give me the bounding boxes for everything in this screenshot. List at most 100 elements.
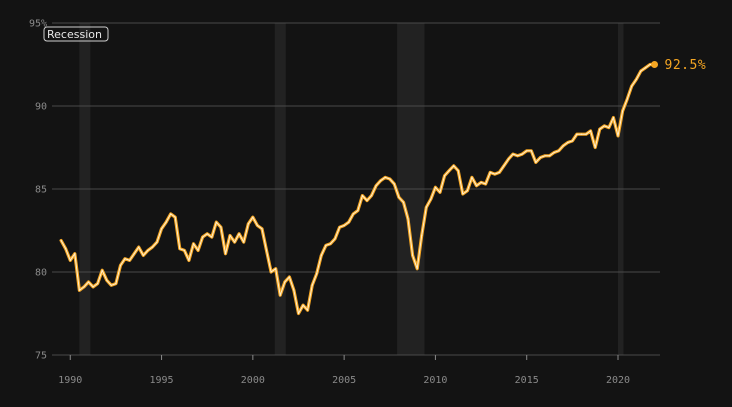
data-point — [288, 276, 290, 278]
data-point — [617, 135, 619, 137]
data-point — [352, 213, 354, 215]
data-point — [407, 218, 409, 220]
x-tick-label-2000: 2000 — [241, 375, 265, 386]
data-point — [279, 294, 281, 296]
data-point — [192, 243, 195, 245]
data-point — [156, 241, 158, 243]
data-point — [512, 153, 514, 155]
data-point — [475, 185, 478, 187]
data-point — [361, 195, 363, 197]
data-point — [580, 133, 583, 135]
data-point — [571, 140, 573, 142]
data-point — [338, 226, 341, 228]
x-tick-label-1990: 1990 — [58, 375, 82, 386]
data-point — [97, 283, 99, 285]
data-point — [558, 150, 560, 152]
y-tick-label-80: 80 — [35, 268, 47, 279]
data-point — [434, 186, 437, 188]
data-point — [142, 254, 144, 256]
data-point — [416, 268, 418, 270]
data-point — [471, 176, 473, 178]
data-point — [106, 279, 108, 281]
data-point — [480, 181, 482, 183]
data-point — [489, 171, 491, 173]
data-point — [380, 180, 382, 182]
data-point — [635, 78, 637, 81]
data-point — [311, 284, 313, 286]
data-point — [128, 259, 131, 261]
data-point — [151, 246, 154, 248]
data-point — [649, 63, 651, 66]
data-point — [211, 236, 213, 238]
data-point — [567, 141, 569, 144]
data-point — [503, 165, 505, 167]
data-point — [462, 193, 464, 195]
y-tick-label-90: 90 — [35, 102, 47, 113]
data-point — [238, 233, 240, 235]
data-point — [179, 248, 181, 250]
recession-legend-label: Recession — [47, 28, 102, 41]
data-point — [576, 133, 578, 135]
line-layer — [59, 62, 657, 316]
data-point — [60, 239, 62, 242]
data-point — [443, 175, 446, 177]
x-tick-label-2010: 2010 — [423, 375, 447, 386]
axis-layer: 1990 1995 2000 2005 2010 2015 2020 — [58, 355, 630, 386]
data-point — [553, 151, 555, 154]
data-point — [165, 221, 167, 223]
data-point — [188, 259, 190, 261]
data-point — [402, 201, 405, 203]
data-point — [297, 312, 300, 315]
data-point — [644, 67, 646, 69]
x-tick-label-2020: 2020 — [606, 375, 630, 386]
data-point — [124, 258, 126, 260]
data-point — [370, 195, 373, 197]
y-tick-label-85: 85 — [35, 185, 47, 196]
data-point — [548, 155, 551, 157]
data-point — [293, 289, 295, 291]
data-point — [243, 241, 245, 243]
data-point — [585, 133, 587, 135]
recession-legend-box — [43, 26, 109, 42]
data-point — [233, 241, 236, 243]
recession-legend: Recession — [43, 26, 109, 42]
data-point — [594, 146, 596, 149]
data-point — [92, 286, 94, 288]
data-point — [334, 238, 336, 240]
data-point — [115, 283, 117, 285]
data-point — [439, 191, 441, 193]
data-point — [375, 185, 377, 187]
data-point — [421, 234, 423, 237]
data-point — [325, 244, 327, 247]
data-point — [640, 70, 642, 72]
data-point — [357, 209, 359, 212]
data-point — [485, 183, 487, 185]
data-point — [425, 206, 427, 208]
y-tick-label-95: 95% — [29, 19, 47, 30]
data-point — [160, 228, 163, 230]
data-point — [448, 170, 450, 172]
data-point — [275, 268, 277, 270]
data-point — [302, 304, 304, 306]
data-point — [87, 281, 90, 283]
data-point — [590, 130, 592, 132]
data-point — [270, 271, 272, 273]
data-point — [535, 161, 537, 164]
data-point — [621, 110, 624, 112]
data-point — [202, 236, 204, 238]
data-point — [608, 126, 610, 129]
data-point — [197, 249, 199, 252]
data-point — [457, 170, 459, 172]
data-point — [430, 198, 432, 200]
data-point — [612, 117, 615, 119]
data-point — [229, 234, 231, 237]
data-point — [453, 165, 455, 167]
data-point — [507, 158, 510, 160]
data-point — [83, 286, 85, 288]
data-point — [498, 171, 500, 173]
data-point — [316, 273, 318, 275]
data-point — [206, 233, 208, 235]
data-point — [133, 253, 135, 255]
